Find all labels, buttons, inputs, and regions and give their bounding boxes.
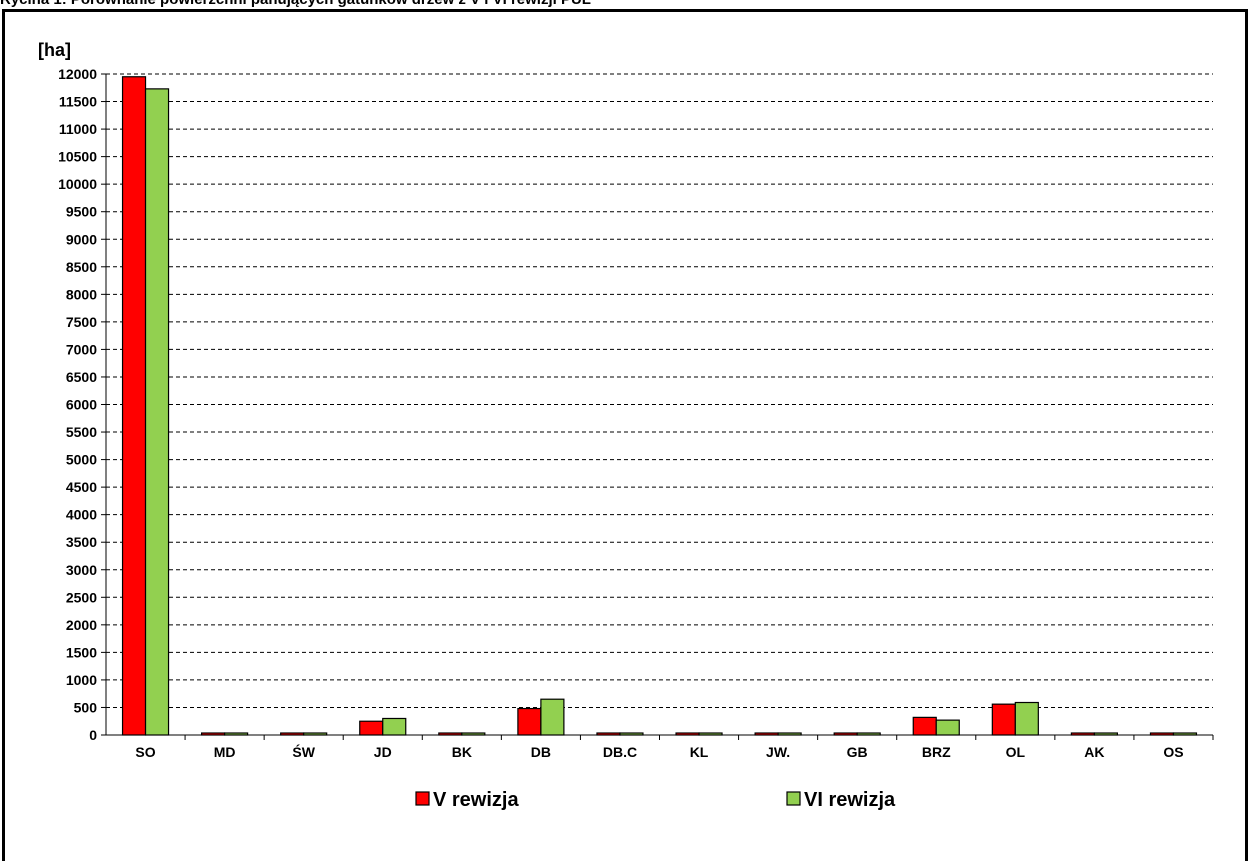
legend-label-1: V rewizja	[433, 789, 519, 811]
x-tick-label: MD	[214, 744, 236, 760]
y-tick-label: 1000	[66, 672, 97, 688]
bar-OL-1	[991, 703, 1016, 736]
x-tick-label: JD	[374, 744, 392, 760]
x-tick-label: JW.	[766, 744, 790, 760]
y-tick-label: 10500	[58, 149, 97, 165]
y-tick-label: 2500	[66, 589, 97, 605]
y-tick-label: 11500	[59, 94, 97, 110]
y-tick-label: 3000	[66, 562, 97, 578]
x-tick-label: ŚW	[292, 743, 315, 760]
legend-swatch-2	[786, 791, 801, 806]
y-tick-label: 2000	[66, 617, 97, 633]
legend-label-2: VI rewizja	[804, 789, 896, 811]
y-tick-label: 9500	[66, 204, 97, 220]
gridlines	[106, 73, 1213, 708]
x-tick-label: AK	[1084, 744, 1104, 760]
y-tick-label: 7500	[66, 314, 97, 330]
y-tick-label: 0	[89, 727, 97, 743]
bar-DB-1	[517, 707, 542, 736]
bar-OL-2	[1014, 701, 1039, 736]
y-tick-label: 11000	[59, 121, 97, 137]
y-tick-label: 5000	[66, 452, 97, 468]
y-tick-label: 8000	[66, 286, 97, 302]
bar-BRZ-1	[912, 716, 937, 736]
x-tick-label: OL	[1006, 744, 1026, 760]
bar-SO-2	[144, 88, 170, 736]
x-tick-labels: SO MD ŚW JD BK DB DB.C KL JW. GB BRZ OL AK OS	[135, 743, 1183, 760]
y-tick-labels: 0 500 1000 1500 2000 2500 3000 3500 4000 4500 5000…	[58, 66, 97, 743]
x-tick-label: SO	[135, 744, 155, 760]
axes	[101, 73, 1214, 740]
bar-JD-2	[382, 717, 407, 736]
bar-DB-2	[540, 698, 565, 736]
bar-JD-1	[359, 720, 384, 736]
y-tick-label: 12000	[58, 66, 97, 82]
y-tick-label: 4000	[66, 507, 97, 523]
y-tick-label: 9000	[66, 231, 97, 247]
legend: V rewizja VI rewizja	[415, 789, 896, 811]
y-tick-label: 4500	[66, 479, 97, 495]
y-tick-label: 500	[74, 699, 98, 715]
x-tick-label: DB	[531, 744, 551, 760]
y-tick-label: 6000	[66, 397, 97, 413]
y-tick-label: 10000	[58, 176, 97, 192]
chart-frame	[2, 9, 1248, 861]
y-tick-label: 1500	[66, 644, 97, 660]
y-tick-label: 5500	[66, 424, 97, 440]
chart-title: Rycina 1: Porównanie powierzchni panując…	[0, 0, 1254, 8]
y-axis-label: [ha]	[38, 40, 71, 60]
x-tick-label: BRZ	[922, 744, 951, 760]
y-tick-label: 3500	[66, 534, 97, 550]
bar-SO-1	[121, 76, 147, 736]
bar-BRZ-2	[935, 719, 960, 736]
y-tick-label: 8500	[66, 259, 97, 275]
y-tick-label: 6500	[66, 369, 97, 385]
x-tick-label: GB	[847, 744, 868, 760]
x-tick-label: DB.C	[603, 744, 637, 760]
x-tick-label: BK	[452, 744, 472, 760]
x-tick-label: KL	[690, 744, 709, 760]
legend-swatch-1	[415, 791, 430, 806]
bars	[121, 76, 1198, 736]
y-tick-label: 7000	[66, 341, 97, 357]
x-tick-label: OS	[1163, 744, 1183, 760]
